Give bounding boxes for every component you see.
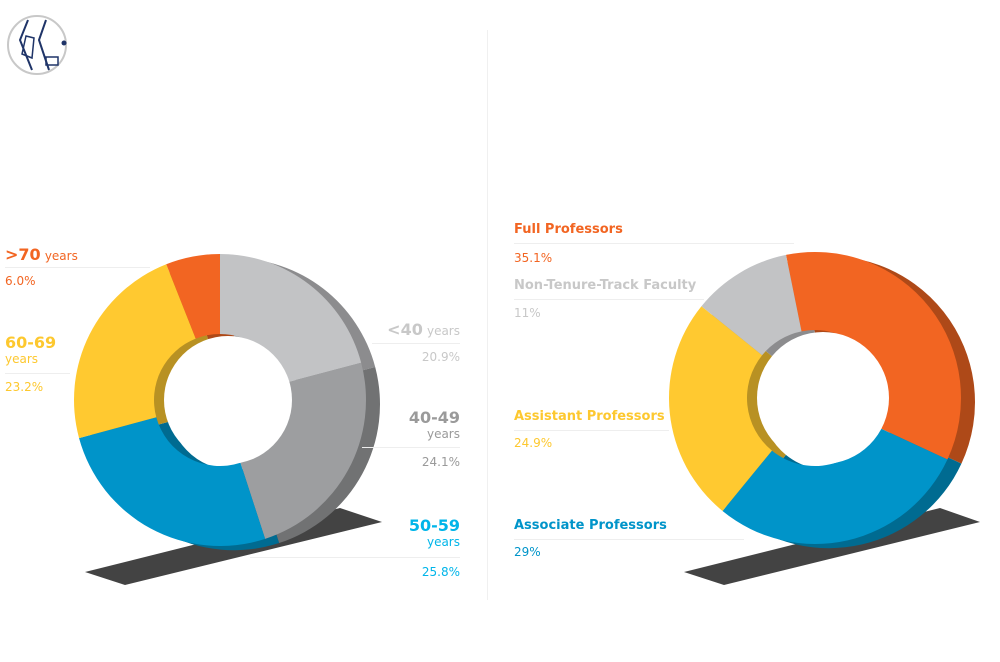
- pct-40-49: 24.1%: [421, 455, 460, 469]
- pct-60-69: 23.2%: [5, 380, 44, 394]
- slice--70-years: [166, 254, 220, 339]
- pct-under40: 20.9%: [421, 350, 460, 364]
- pct-associate-professors: 29%: [514, 545, 541, 559]
- label-60-69: 60-69 years: [5, 333, 57, 367]
- slice-60-69-years: [74, 264, 196, 439]
- label-assistant-professors: Assistant Professors: [514, 409, 665, 424]
- slice-50-59-years: [79, 417, 266, 546]
- label-50-59: 50-59 years: [408, 516, 460, 550]
- label-full-professors: Full Professors: [514, 222, 623, 237]
- label-under40: <40 years: [387, 320, 460, 339]
- label-over70: >70 years: [5, 245, 78, 264]
- slice-non-tenure-track-faculty: [701, 254, 802, 356]
- label-ntt-faculty: Non-Tenure-Track Faculty: [514, 278, 697, 293]
- donut-age: [74, 254, 380, 551]
- label-40-49: 40-49 years: [408, 408, 460, 442]
- donut-hole: [757, 332, 889, 464]
- label-associate-professors: Associate Professors: [514, 518, 667, 533]
- slice-assistant-professors: [669, 306, 772, 511]
- logo-icon: [7, 15, 67, 75]
- pct-over70: 6.0%: [5, 274, 36, 288]
- pct-ntt-faculty: 11%: [514, 306, 541, 320]
- divider: [487, 30, 488, 600]
- donut-rank: [669, 252, 975, 549]
- slice-associate-professors: [722, 426, 948, 544]
- donut-hole: [164, 336, 292, 464]
- slice-40-49-years: [240, 362, 366, 539]
- pct-assistant-professors: 24.9%: [514, 436, 553, 450]
- pct-50-59: 25.8%: [421, 565, 460, 579]
- pct-full-professors: 35.1%: [514, 251, 553, 265]
- slice--40-years: [220, 254, 362, 384]
